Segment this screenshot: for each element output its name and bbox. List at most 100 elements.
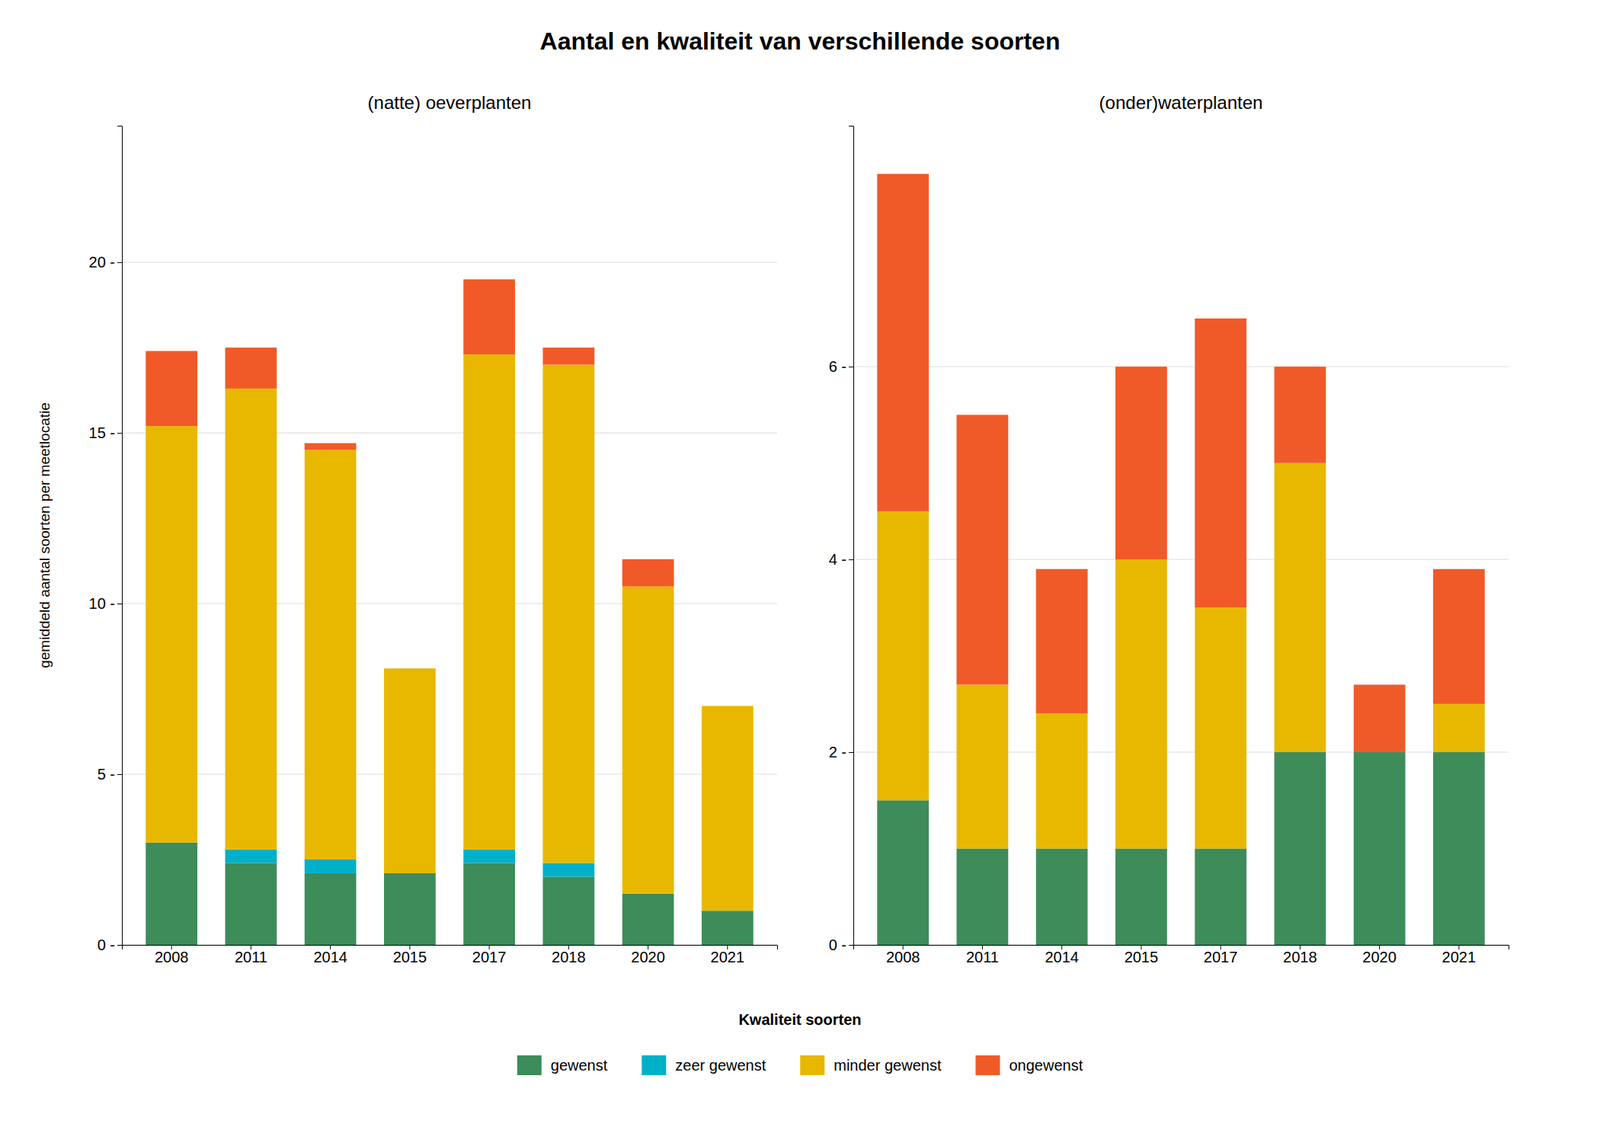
y-tick-mark bbox=[117, 603, 122, 605]
x-tick: 2015 bbox=[393, 944, 428, 966]
bar bbox=[463, 849, 516, 864]
x-tick: 2014 bbox=[313, 944, 348, 966]
x-tick-label: 2015 bbox=[1124, 948, 1159, 966]
grid-line bbox=[121, 262, 778, 263]
grid-line bbox=[853, 366, 1509, 368]
legend-label: minder gewenst bbox=[833, 1056, 942, 1074]
y-tick-label: 20 - bbox=[89, 253, 116, 271]
y-tick-mark bbox=[117, 774, 122, 775]
y-tick-label: 5 - bbox=[97, 765, 116, 783]
y-axis: 0 - 5 - 10 - 15 - 20 - bbox=[89, 126, 123, 954]
bar bbox=[1036, 848, 1088, 945]
legend-label: zeer gewenst bbox=[675, 1056, 766, 1074]
bar bbox=[1273, 463, 1326, 752]
y-tick-mark bbox=[848, 559, 854, 560]
y-tick: 20 - bbox=[89, 253, 122, 271]
bar bbox=[304, 859, 357, 874]
bar bbox=[956, 684, 1009, 849]
x-axis: 20082011201420152017201820202021 bbox=[122, 944, 778, 966]
bar bbox=[956, 848, 1009, 945]
legend-swatch bbox=[975, 1055, 1000, 1076]
legend-swatch bbox=[641, 1055, 666, 1076]
bar bbox=[1115, 559, 1168, 848]
bar bbox=[384, 668, 436, 874]
x-tick: 2018 bbox=[551, 944, 586, 966]
bar bbox=[304, 450, 357, 861]
y-tick-mark bbox=[848, 366, 854, 368]
bar bbox=[225, 388, 278, 850]
legend-items: gewenst zeer gewenst minder gewenst ongewen… bbox=[517, 1055, 1084, 1076]
bar bbox=[463, 279, 516, 356]
x-tick: 2020 bbox=[630, 944, 666, 966]
x-axis-line bbox=[854, 945, 1510, 951]
x-tick-label: 2018 bbox=[551, 948, 586, 966]
bar bbox=[1433, 752, 1485, 945]
y-tick: 0 - bbox=[828, 936, 854, 954]
title: Aantal en kwaliteit van verschillende so… bbox=[540, 27, 1061, 55]
bar bbox=[701, 705, 754, 911]
x-tick-label: 2017 bbox=[472, 948, 507, 966]
x-tick-label: 2014 bbox=[313, 948, 348, 966]
subtitle: (onder)waterplanten bbox=[1099, 92, 1264, 113]
bars bbox=[876, 173, 1485, 945]
x-tick-label: 2011 bbox=[966, 948, 999, 966]
bar-series bbox=[145, 279, 674, 587]
y-axis-title: gemiddeld aantal soorten per meetlocatie bbox=[36, 402, 53, 669]
bar bbox=[956, 414, 1009, 685]
grid-line bbox=[121, 774, 778, 775]
y-tick-label: 0 - bbox=[97, 936, 116, 954]
y-tick-mark bbox=[117, 262, 122, 263]
bar bbox=[145, 425, 198, 842]
bar bbox=[304, 443, 357, 451]
bar bbox=[1194, 318, 1247, 608]
x-tick-label: 2015 bbox=[393, 948, 428, 966]
bar-series bbox=[876, 173, 1485, 752]
bar bbox=[1273, 366, 1326, 463]
y-tick: 2 - bbox=[828, 743, 854, 761]
x-tick-label: 2018 bbox=[1283, 948, 1318, 966]
legend-label: gewenst bbox=[550, 1056, 608, 1074]
grid bbox=[853, 366, 1509, 945]
y-axis-line bbox=[117, 126, 123, 946]
x-tick: 2021 bbox=[1442, 944, 1477, 966]
bar bbox=[463, 354, 516, 849]
x-tick: 2018 bbox=[1283, 944, 1318, 966]
legend: Kwaliteit soortengewenstzeer gewenstmind… bbox=[517, 1011, 1084, 1076]
grid-line bbox=[121, 432, 778, 434]
y-tick-label: 2 - bbox=[828, 743, 847, 761]
bar-series bbox=[145, 354, 753, 911]
y-tick: 15 - bbox=[89, 424, 122, 442]
legend-item: ongewenst bbox=[975, 1055, 1083, 1076]
bar bbox=[463, 863, 516, 946]
bar bbox=[1194, 848, 1247, 945]
bar bbox=[145, 842, 198, 945]
bar bbox=[1115, 848, 1168, 945]
bar bbox=[1194, 607, 1247, 848]
legend-swatch bbox=[517, 1055, 542, 1076]
y-axis: 0 -2 -4 -6 - bbox=[828, 126, 855, 954]
legend-item: zeer gewenst bbox=[641, 1055, 766, 1076]
grid-line bbox=[853, 559, 1509, 560]
x-tick: 2011 bbox=[966, 944, 999, 966]
bar bbox=[622, 586, 675, 894]
grid bbox=[121, 262, 778, 945]
bar bbox=[542, 876, 595, 945]
bar bbox=[225, 863, 278, 946]
x-axis-line bbox=[122, 945, 778, 951]
bar bbox=[1273, 752, 1326, 945]
y-tick-label: 10 - bbox=[89, 595, 116, 612]
x-tick-label: 2008 bbox=[886, 948, 921, 966]
legend-item: gewenst bbox=[517, 1055, 608, 1076]
bar bbox=[145, 351, 198, 427]
bar bbox=[1433, 569, 1485, 704]
bar bbox=[876, 511, 929, 800]
bar bbox=[384, 873, 436, 945]
subtitle: (natte) oeverplanten bbox=[368, 92, 532, 113]
bar bbox=[876, 173, 929, 512]
panel: 0 -2 -4 -6 -2008201120142015201720182020… bbox=[828, 92, 1510, 966]
bar bbox=[1115, 366, 1168, 560]
bar bbox=[225, 347, 278, 389]
grid-line bbox=[121, 603, 778, 605]
bar bbox=[701, 910, 754, 945]
bar bbox=[542, 364, 595, 864]
